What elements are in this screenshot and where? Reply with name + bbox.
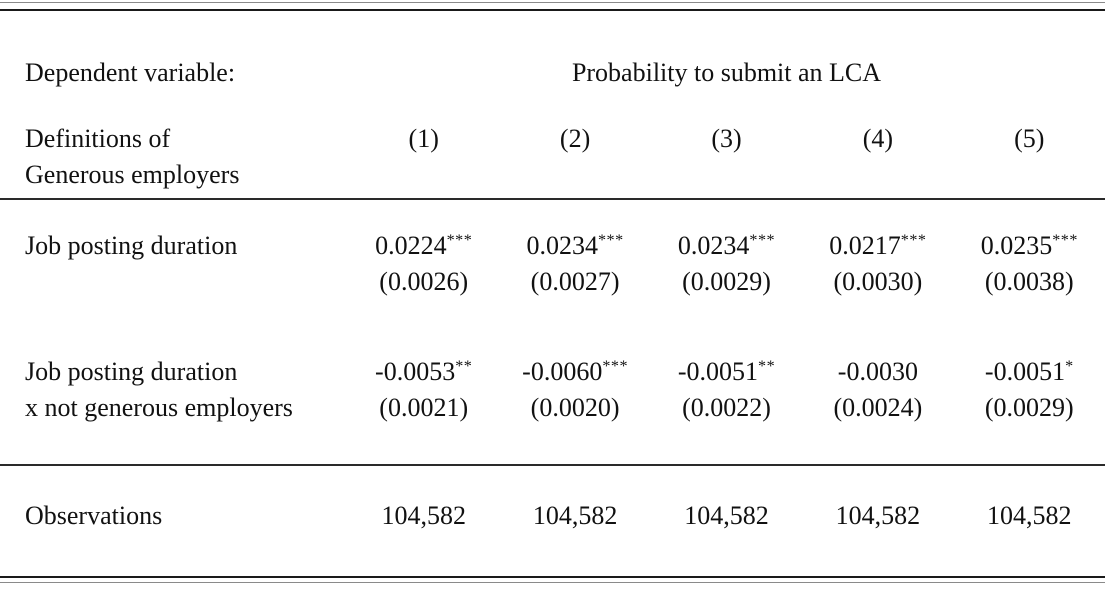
column-header-4: (4) (862, 124, 894, 153)
dependent-variable-label: Dependent variable: (25, 58, 236, 87)
standard-error: (0.0038) (984, 267, 1074, 296)
significance-stars: * (1065, 358, 1074, 376)
significance-stars: *** (602, 358, 629, 376)
estimate-cell: 0.0217*** (0.0030) (802, 228, 953, 300)
standard-error: (0.0029) (682, 267, 771, 296)
row-label: Job posting duration (0, 228, 348, 300)
row-label: Job posting duration x not generous empl… (0, 354, 348, 426)
table-bottom-rule-inner (0, 576, 1105, 578)
estimate-cell: 0.0224*** (0.0026) (348, 228, 499, 300)
estimate-cell: -0.0053** (0.0021) (348, 354, 499, 426)
coefficient-value: 0.0235 (980, 231, 1053, 260)
column-header-1: (1) (408, 124, 439, 153)
dependent-variable-value: Probability to submit an LCA (571, 58, 882, 87)
body-separator-rule (0, 464, 1105, 466)
standard-error: (0.0021) (379, 393, 469, 422)
coefficient-value: 0.0234 (526, 231, 599, 260)
row-label-line2: x not generous employers (25, 393, 293, 422)
coefficient-value: 0.0217 (829, 231, 901, 260)
standard-error: (0.0027) (530, 267, 620, 296)
column-header-3: (3) (711, 124, 742, 153)
estimate-cell: 0.0235*** (0.0038) (954, 228, 1105, 300)
observations-value: 104,582 (835, 501, 921, 530)
table-bottom-rule-outer (0, 582, 1105, 583)
row-header-line1: Definitions of (25, 124, 171, 153)
coefficient-value: 0.0224 (375, 231, 447, 260)
significance-stars: *** (900, 232, 927, 250)
standard-error: (0.0030) (833, 267, 923, 296)
observations-label: Observations (25, 501, 163, 530)
standard-error: (0.0029) (984, 393, 1074, 422)
row-label-line1: Job posting duration (25, 231, 238, 260)
table-top-rule-inner (0, 9, 1105, 11)
row-header: Definitions of Generous employers (0, 121, 348, 193)
row-header-line2: Generous employers (25, 160, 240, 189)
observations-value: 104,582 (684, 501, 769, 530)
coefficient-value: -0.0030 (837, 357, 918, 386)
significance-stars: *** (598, 232, 624, 250)
coefficient-value: -0.0060 (522, 357, 603, 386)
significance-stars: *** (1052, 232, 1078, 250)
standard-error: (0.0020) (530, 393, 620, 422)
estimate-cell: -0.0051** (0.0022) (651, 354, 802, 426)
coefficient-value: -0.0051 (984, 357, 1066, 386)
coefficient-value: -0.0053 (375, 357, 456, 386)
column-header-2: (2) (559, 124, 591, 153)
significance-stars: ** (455, 358, 473, 376)
significance-stars: *** (749, 232, 776, 250)
estimate-cell: 0.0234*** (0.0027) (499, 228, 650, 300)
observations-value: 104,582 (987, 501, 1072, 530)
significance-stars: ** (758, 358, 776, 376)
estimate-cell: 0.0234*** (0.0029) (651, 228, 802, 300)
observations-value: 104,582 (532, 501, 618, 530)
row-label-line2 (25, 264, 348, 300)
dependent-variable-row: Dependent variable: Probability to submi… (0, 55, 1105, 91)
estimate-cell: -0.0030 (0.0024) (802, 354, 953, 426)
significance-stars: *** (446, 232, 473, 250)
table-row-job-posting-duration: Job posting duration 0.0224*** (0.0026) … (0, 228, 1105, 300)
standard-error: (0.0024) (833, 393, 923, 422)
estimate-cell: -0.0051* (0.0029) (954, 354, 1105, 426)
header-separator-rule (0, 198, 1105, 200)
column-header-5: (5) (1014, 124, 1045, 153)
standard-error: (0.0022) (682, 393, 771, 422)
row-label-line1: Job posting duration (25, 357, 238, 386)
observations-row: Observations 104,582 104,582 104,582 104… (0, 498, 1105, 534)
column-header-row: Definitions of Generous employers (1) (2… (0, 121, 1105, 193)
coefficient-value: 0.0234 (677, 231, 750, 260)
table-row-interaction-not-generous: Job posting duration x not generous empl… (0, 354, 1105, 426)
estimate-cell: -0.0060*** (0.0020) (499, 354, 650, 426)
standard-error: (0.0026) (379, 267, 469, 296)
observations-value: 104,582 (381, 501, 466, 530)
table-top-rule-outer (0, 2, 1105, 3)
coefficient-value: -0.0051 (677, 357, 759, 386)
